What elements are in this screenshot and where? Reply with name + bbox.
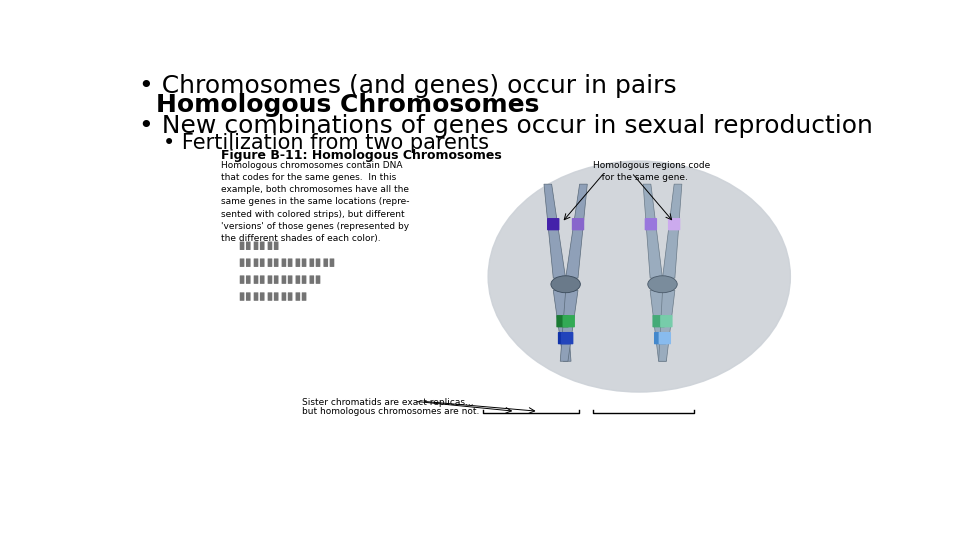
FancyBboxPatch shape xyxy=(296,259,300,267)
FancyBboxPatch shape xyxy=(561,332,573,345)
FancyBboxPatch shape xyxy=(558,332,570,345)
FancyBboxPatch shape xyxy=(288,275,293,284)
Text: Homologous regions code
   for the same gene.: Homologous regions code for the same gen… xyxy=(592,161,710,182)
Text: • Chromosomes (and genes) occur in pairs: • Chromosomes (and genes) occur in pairs xyxy=(139,74,677,98)
Polygon shape xyxy=(650,291,666,361)
FancyBboxPatch shape xyxy=(253,292,258,301)
FancyBboxPatch shape xyxy=(660,315,673,327)
Polygon shape xyxy=(544,184,565,278)
FancyBboxPatch shape xyxy=(253,241,258,250)
FancyBboxPatch shape xyxy=(316,259,321,267)
FancyBboxPatch shape xyxy=(645,218,657,231)
Text: but homologous chromosomes are not.: but homologous chromosomes are not. xyxy=(302,407,479,416)
FancyBboxPatch shape xyxy=(268,241,273,250)
FancyBboxPatch shape xyxy=(281,275,286,284)
Polygon shape xyxy=(659,291,675,361)
FancyBboxPatch shape xyxy=(309,275,314,284)
FancyBboxPatch shape xyxy=(547,218,560,231)
FancyBboxPatch shape xyxy=(268,259,273,267)
Text: Figure B-11: Homologous Chromosomes: Figure B-11: Homologous Chromosomes xyxy=(221,150,501,163)
FancyBboxPatch shape xyxy=(296,275,300,284)
FancyBboxPatch shape xyxy=(274,259,278,267)
FancyBboxPatch shape xyxy=(329,259,334,267)
FancyBboxPatch shape xyxy=(240,259,245,267)
FancyBboxPatch shape xyxy=(240,292,245,301)
Text: Homologous chromosomes contain DNA
that codes for the same genes.  In this
examp: Homologous chromosomes contain DNA that … xyxy=(221,161,409,243)
FancyBboxPatch shape xyxy=(260,241,265,250)
Polygon shape xyxy=(565,184,588,278)
FancyBboxPatch shape xyxy=(653,315,665,327)
FancyBboxPatch shape xyxy=(274,275,278,284)
FancyBboxPatch shape xyxy=(260,292,265,301)
FancyBboxPatch shape xyxy=(654,332,666,345)
Ellipse shape xyxy=(648,276,677,293)
FancyBboxPatch shape xyxy=(301,259,306,267)
FancyBboxPatch shape xyxy=(668,218,681,231)
FancyBboxPatch shape xyxy=(572,218,585,231)
Polygon shape xyxy=(553,291,571,361)
FancyBboxPatch shape xyxy=(246,259,251,267)
FancyBboxPatch shape xyxy=(246,292,251,301)
FancyBboxPatch shape xyxy=(301,292,306,301)
Text: • Fertilization from two parents: • Fertilization from two parents xyxy=(162,132,489,153)
Polygon shape xyxy=(662,184,682,278)
FancyBboxPatch shape xyxy=(268,292,273,301)
FancyBboxPatch shape xyxy=(260,259,265,267)
FancyBboxPatch shape xyxy=(240,275,245,284)
FancyBboxPatch shape xyxy=(301,275,306,284)
FancyBboxPatch shape xyxy=(246,275,251,284)
FancyBboxPatch shape xyxy=(557,315,568,327)
Text: • New combinations of genes occur in sexual reproduction: • New combinations of genes occur in sex… xyxy=(139,114,874,138)
FancyBboxPatch shape xyxy=(268,275,273,284)
FancyBboxPatch shape xyxy=(316,275,321,284)
FancyBboxPatch shape xyxy=(281,259,286,267)
FancyBboxPatch shape xyxy=(281,292,286,301)
FancyBboxPatch shape xyxy=(253,275,258,284)
FancyBboxPatch shape xyxy=(288,292,293,301)
FancyBboxPatch shape xyxy=(296,292,300,301)
Ellipse shape xyxy=(488,161,790,392)
FancyBboxPatch shape xyxy=(309,259,314,267)
FancyBboxPatch shape xyxy=(253,259,258,267)
FancyBboxPatch shape xyxy=(274,241,278,250)
FancyBboxPatch shape xyxy=(240,241,245,250)
FancyBboxPatch shape xyxy=(260,275,265,284)
FancyBboxPatch shape xyxy=(288,259,293,267)
FancyBboxPatch shape xyxy=(246,241,251,250)
Polygon shape xyxy=(643,184,662,278)
FancyBboxPatch shape xyxy=(563,315,575,327)
Text: Homologous Chromosomes: Homologous Chromosomes xyxy=(156,92,540,117)
Polygon shape xyxy=(561,291,578,361)
FancyBboxPatch shape xyxy=(274,292,278,301)
Ellipse shape xyxy=(551,276,581,293)
FancyBboxPatch shape xyxy=(659,332,671,345)
Text: Sister chromatids are exact replicas...: Sister chromatids are exact replicas... xyxy=(302,398,473,407)
FancyBboxPatch shape xyxy=(324,259,328,267)
